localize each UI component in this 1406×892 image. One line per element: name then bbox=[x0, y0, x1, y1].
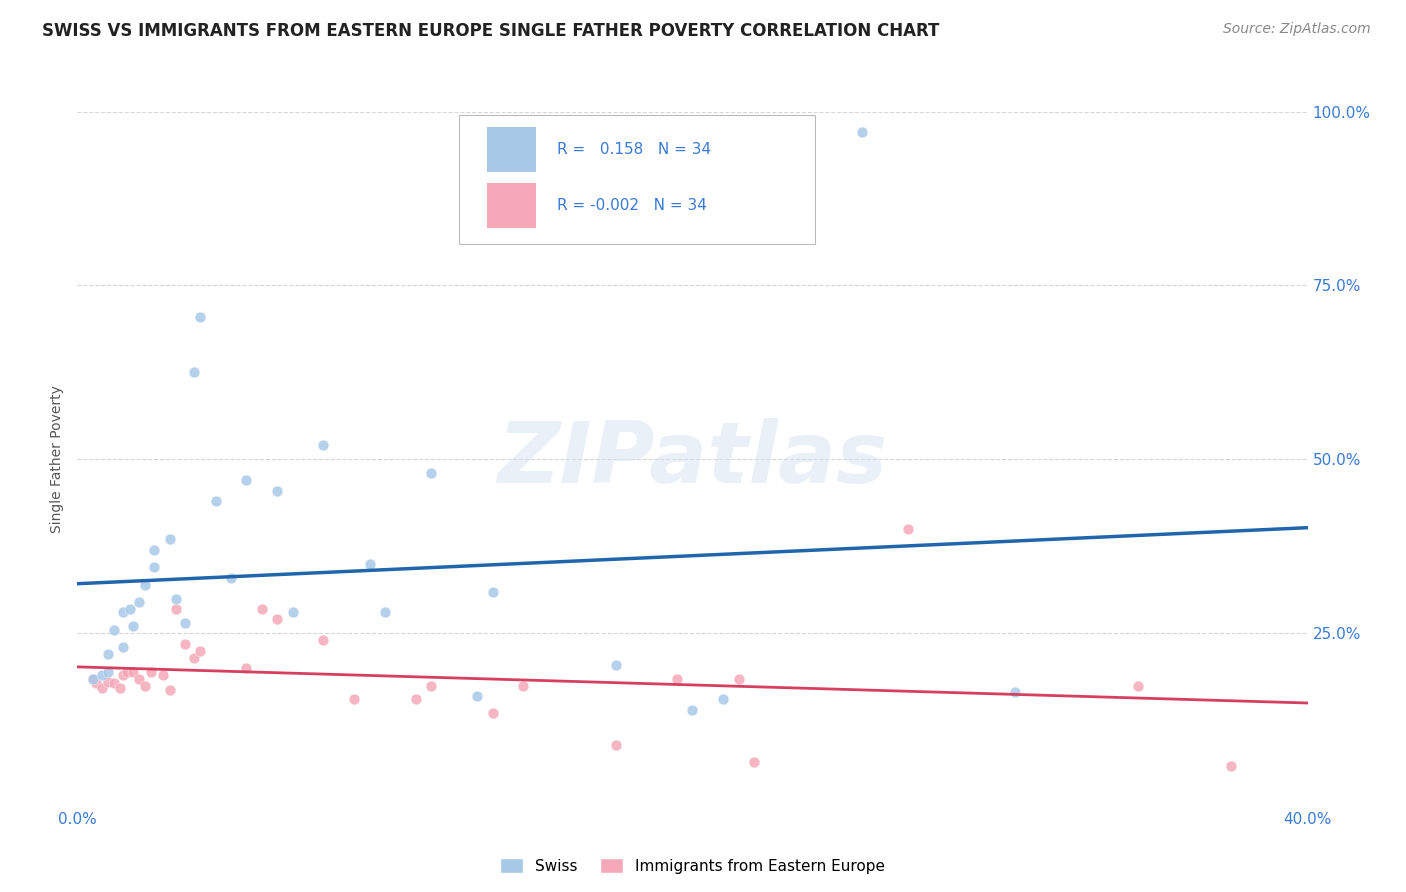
Text: ZIPatlas: ZIPatlas bbox=[498, 417, 887, 501]
Point bbox=[465, 689, 488, 703]
Point bbox=[183, 650, 205, 665]
Text: Source: ZipAtlas.com: Source: ZipAtlas.com bbox=[1223, 22, 1371, 37]
Point bbox=[97, 665, 120, 679]
Point bbox=[235, 473, 257, 487]
Legend: Swiss, Immigrants from Eastern Europe: Swiss, Immigrants from Eastern Europe bbox=[494, 852, 891, 880]
Point bbox=[84, 676, 107, 690]
Text: R =   0.158   N = 34: R = 0.158 N = 34 bbox=[557, 142, 711, 157]
Point bbox=[121, 619, 143, 633]
Point bbox=[405, 692, 427, 706]
Point bbox=[174, 615, 197, 630]
Point bbox=[143, 542, 166, 557]
Point bbox=[266, 483, 288, 498]
Point bbox=[128, 595, 150, 609]
Point bbox=[742, 755, 765, 769]
Point bbox=[312, 438, 335, 452]
Point bbox=[143, 560, 166, 574]
Point bbox=[343, 692, 366, 706]
Point bbox=[141, 665, 163, 679]
Point bbox=[159, 683, 181, 698]
Point bbox=[1219, 758, 1241, 772]
Point bbox=[121, 665, 143, 679]
Point bbox=[188, 644, 212, 658]
Point bbox=[128, 672, 150, 686]
Point bbox=[112, 640, 135, 655]
Point bbox=[112, 606, 135, 620]
Point bbox=[82, 672, 104, 686]
Point bbox=[266, 612, 288, 626]
Point bbox=[183, 366, 205, 380]
Point bbox=[112, 668, 135, 682]
Point bbox=[90, 668, 114, 682]
Point bbox=[682, 703, 704, 717]
Point bbox=[605, 657, 627, 672]
Bar bbox=[486, 128, 536, 172]
Point bbox=[1004, 685, 1026, 699]
Point bbox=[97, 647, 120, 661]
Point bbox=[188, 310, 212, 324]
Point bbox=[711, 692, 734, 706]
Point bbox=[420, 678, 443, 692]
Point bbox=[174, 637, 197, 651]
Point bbox=[481, 584, 503, 599]
Point bbox=[90, 681, 114, 695]
Point bbox=[512, 678, 534, 692]
Point bbox=[312, 633, 335, 648]
Point bbox=[897, 522, 920, 536]
Point bbox=[204, 494, 226, 508]
Point bbox=[250, 602, 273, 616]
Point bbox=[97, 675, 120, 690]
Text: SWISS VS IMMIGRANTS FROM EASTERN EUROPE SINGLE FATHER POVERTY CORRELATION CHART: SWISS VS IMMIGRANTS FROM EASTERN EUROPE … bbox=[42, 22, 939, 40]
Point bbox=[666, 672, 689, 686]
Point bbox=[103, 676, 125, 690]
Point bbox=[159, 533, 181, 547]
Point bbox=[165, 591, 187, 606]
Point bbox=[420, 467, 443, 481]
Text: R = -0.002   N = 34: R = -0.002 N = 34 bbox=[557, 198, 707, 213]
Point bbox=[115, 665, 138, 679]
Point bbox=[103, 623, 125, 637]
Point bbox=[219, 571, 242, 585]
Point bbox=[481, 706, 503, 721]
Point bbox=[727, 672, 749, 686]
FancyBboxPatch shape bbox=[458, 115, 815, 244]
Y-axis label: Single Father Poverty: Single Father Poverty bbox=[51, 385, 65, 533]
Point bbox=[605, 738, 627, 752]
Point bbox=[281, 606, 304, 620]
Point bbox=[359, 557, 381, 571]
Point bbox=[235, 661, 257, 675]
Point bbox=[118, 602, 141, 616]
Point bbox=[165, 602, 187, 616]
Point bbox=[851, 125, 873, 139]
Point bbox=[1128, 678, 1150, 692]
Point bbox=[152, 668, 174, 682]
Point bbox=[82, 672, 104, 686]
Point bbox=[134, 678, 156, 692]
Bar bbox=[486, 183, 536, 228]
Point bbox=[134, 577, 156, 591]
Point bbox=[110, 681, 132, 695]
Point bbox=[374, 606, 396, 620]
